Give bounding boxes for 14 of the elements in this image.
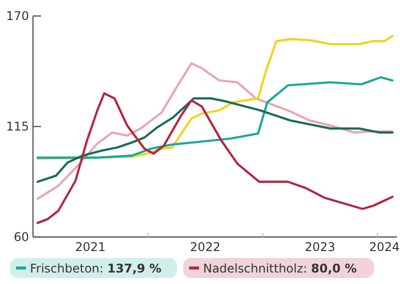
line-series xyxy=(36,76,394,159)
y-tick-label: 115 xyxy=(6,120,29,134)
legend-label: Frischbeton: 137,9 % xyxy=(30,262,162,276)
legend-label: Nadelschnittholz: 80,0 % xyxy=(203,262,357,276)
x-tick-label: 2024 xyxy=(369,240,400,254)
line-series xyxy=(36,97,394,183)
x-tick-label: 2023 xyxy=(304,240,336,254)
line-series xyxy=(36,34,394,160)
line-series xyxy=(36,92,394,224)
x-tick-label: 2021 xyxy=(75,240,106,254)
x-tick-label: 2022 xyxy=(190,240,221,254)
line-series xyxy=(36,62,394,200)
y-tick-label: 170 xyxy=(6,9,29,24)
y-tick-label: 60 xyxy=(14,230,29,244)
